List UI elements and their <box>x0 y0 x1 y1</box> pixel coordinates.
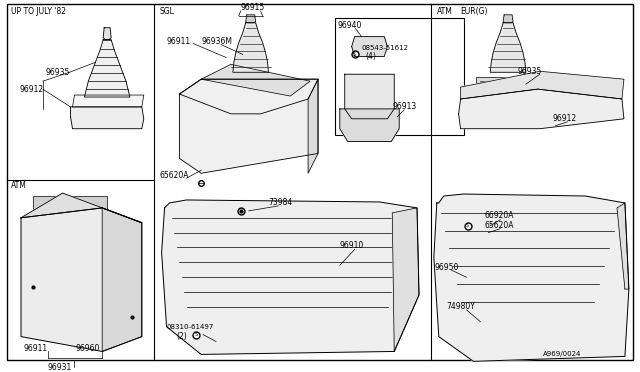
Text: EUR(G): EUR(G) <box>461 7 488 16</box>
Polygon shape <box>490 23 526 72</box>
Bar <box>87 102 129 120</box>
Polygon shape <box>84 39 130 97</box>
Text: 96931: 96931 <box>47 363 72 372</box>
Text: S: S <box>195 332 198 337</box>
Polygon shape <box>246 15 255 23</box>
Polygon shape <box>503 15 513 23</box>
Polygon shape <box>434 194 629 361</box>
Text: 96911: 96911 <box>166 37 191 46</box>
Text: 96912: 96912 <box>553 114 577 123</box>
Text: S: S <box>353 52 356 57</box>
Text: 96940: 96940 <box>338 21 362 30</box>
Polygon shape <box>308 79 318 173</box>
Text: 96935: 96935 <box>518 67 542 76</box>
Text: 96911: 96911 <box>23 344 47 353</box>
Polygon shape <box>70 107 144 129</box>
Text: 96912: 96912 <box>19 84 43 94</box>
Text: (4): (4) <box>365 52 376 61</box>
Text: UP TO JULY '82: UP TO JULY '82 <box>11 7 66 16</box>
Polygon shape <box>233 23 269 72</box>
Polygon shape <box>72 95 144 107</box>
Polygon shape <box>617 203 629 289</box>
Polygon shape <box>102 208 142 352</box>
Text: 08310-61497: 08310-61497 <box>166 324 214 330</box>
Polygon shape <box>21 208 142 352</box>
Polygon shape <box>340 109 399 142</box>
Text: ATM: ATM <box>11 181 27 190</box>
Text: 96950: 96950 <box>435 263 460 272</box>
Polygon shape <box>392 208 419 352</box>
Polygon shape <box>461 71 624 99</box>
Polygon shape <box>21 193 142 223</box>
Text: ATM: ATM <box>437 7 452 16</box>
Bar <box>33 196 107 214</box>
Text: SGL: SGL <box>159 7 175 16</box>
Text: 08543-51612: 08543-51612 <box>362 45 408 51</box>
Text: S: S <box>466 223 469 228</box>
Text: 96910: 96910 <box>340 241 364 250</box>
Polygon shape <box>345 74 394 119</box>
Text: 73984: 73984 <box>269 198 292 208</box>
Text: 96915: 96915 <box>241 3 265 12</box>
Text: 65620A: 65620A <box>484 221 514 230</box>
Text: 96913: 96913 <box>392 102 417 112</box>
Bar <box>335 18 463 135</box>
Polygon shape <box>162 200 419 355</box>
Text: 74980Y: 74980Y <box>447 302 476 311</box>
Polygon shape <box>351 36 387 57</box>
Polygon shape <box>103 28 111 39</box>
Polygon shape <box>201 64 310 96</box>
Polygon shape <box>179 79 318 173</box>
Text: 96936M: 96936M <box>201 37 232 46</box>
Text: 65620A: 65620A <box>159 171 189 180</box>
Bar <box>84 99 132 123</box>
Text: A969/0024: A969/0024 <box>543 352 581 357</box>
Polygon shape <box>179 79 318 114</box>
Text: 96960: 96960 <box>76 344 100 353</box>
Text: 66920A: 66920A <box>484 211 514 220</box>
Bar <box>476 77 595 115</box>
Polygon shape <box>459 89 624 129</box>
Bar <box>481 81 591 111</box>
Text: 96935: 96935 <box>46 68 70 77</box>
Text: (2): (2) <box>177 332 188 341</box>
